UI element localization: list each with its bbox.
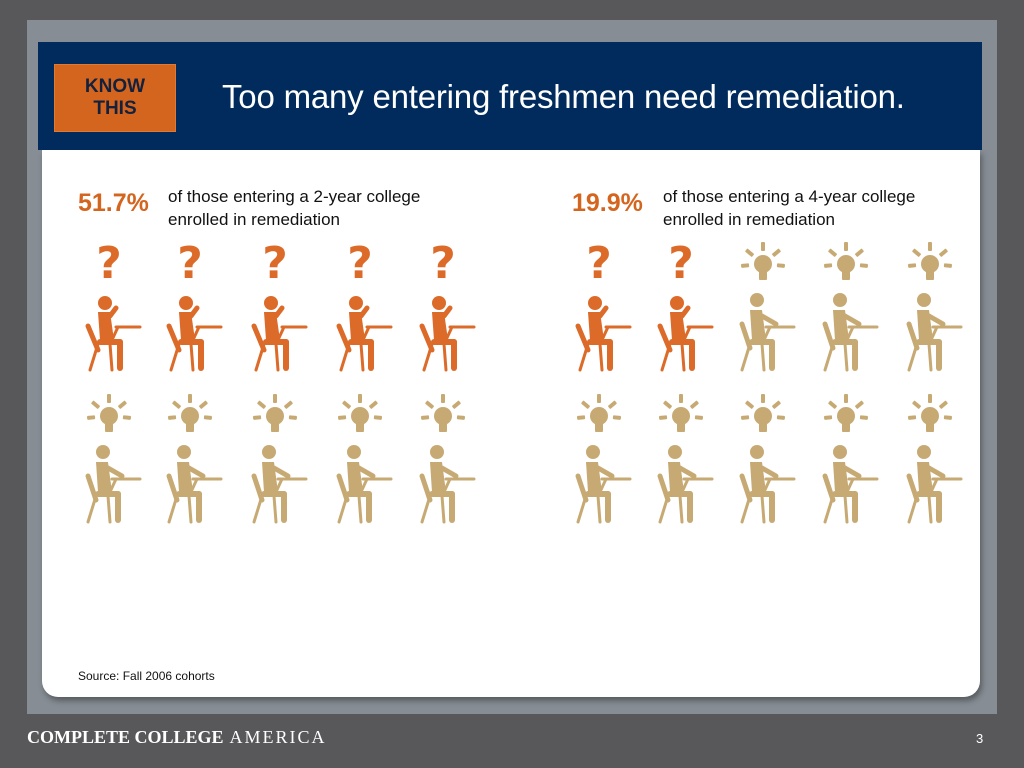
question-mark-student-icon: ? (242, 238, 308, 390)
brand-bold-text: COMPLETE COLLEGE (27, 727, 224, 747)
question-mark-student-icon: ? (648, 238, 714, 390)
question-mark-student-icon: ? (566, 238, 632, 390)
two-year-description-line-2: enrolled in remediation (168, 210, 340, 229)
lightbulb-student-icon (566, 392, 632, 542)
two-year-description-line-1: of those entering a 2-year college (168, 187, 421, 206)
header-bar (38, 42, 982, 150)
lightbulb-student-icon (648, 392, 714, 542)
lightbulb-student-icon (813, 240, 879, 390)
source-note: Source: Fall 2006 cohorts (78, 669, 215, 683)
lightbulb-student-icon (813, 392, 879, 542)
lightbulb-student-icon (730, 392, 796, 542)
know-this-badge: KNOW THIS (55, 65, 175, 131)
lightbulb-student-icon (897, 240, 963, 390)
lightbulb-student-icon (157, 392, 223, 542)
two-year-description: of those entering a 2-year college enrol… (168, 185, 420, 231)
lightbulb-student-icon (410, 392, 476, 542)
page-number: 3 (976, 731, 984, 746)
lightbulb-student-icon (897, 392, 963, 542)
question-mark-student-icon: ? (410, 238, 476, 390)
brand-light-text: AMERICA (229, 727, 327, 747)
slide-title: Too many entering freshmen need remediat… (222, 78, 905, 115)
lightbulb-student-icon (76, 392, 142, 542)
four-year-percent: 19.9% (572, 189, 643, 217)
brand-logo: COMPLETE COLLEGE AMERICA (27, 727, 327, 748)
svg-text:?: ? (177, 240, 203, 289)
lightbulb-student-icon (327, 392, 393, 542)
svg-text:?: ? (430, 240, 456, 289)
svg-text:?: ? (668, 240, 694, 289)
svg-text:?: ? (586, 240, 612, 289)
lightbulb-student-icon (730, 240, 796, 390)
four-year-description-line-2: enrolled in remediation (663, 210, 835, 229)
four-year-description: of those entering a 4-year college enrol… (663, 185, 915, 231)
svg-text:?: ? (96, 240, 122, 289)
lightbulb-student-icon (242, 392, 308, 542)
svg-text:?: ? (347, 240, 373, 289)
two-year-percent: 51.7% (78, 189, 149, 217)
content-panel (42, 150, 980, 697)
question-mark-student-icon: ? (327, 238, 393, 390)
four-year-description-line-1: of those entering a 4-year college (663, 187, 916, 206)
badge-line-2: THIS (93, 98, 137, 119)
badge-line-1: KNOW (84, 76, 146, 97)
question-mark-student-icon: ? (76, 238, 142, 390)
question-mark-student-icon: ? (157, 238, 223, 390)
svg-text:?: ? (262, 240, 288, 289)
